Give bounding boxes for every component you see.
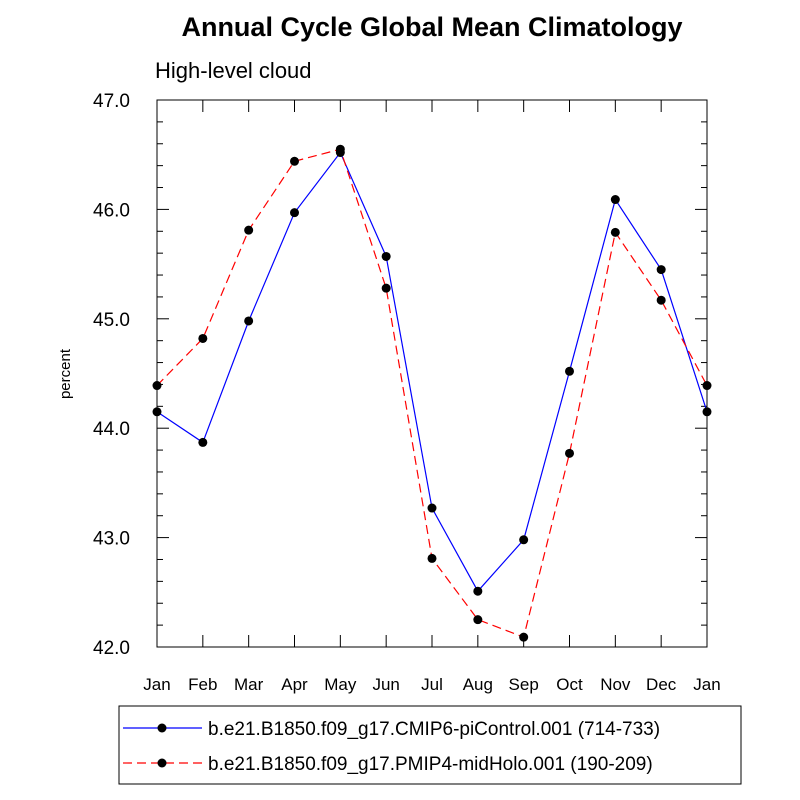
series-line-2 [156,148,708,638]
data-point-series-1 [244,316,254,326]
x-tick-label: Jan [693,675,720,694]
y-tick-label: 47.0 [93,91,130,112]
x-tick-label: Dec [646,675,677,694]
data-point-series-1 [565,366,574,376]
data-point-series-2 [290,156,299,166]
data-point-series-1 [381,251,391,261]
data-point-series-2 [656,295,666,305]
data-point-series-1 [290,208,299,218]
y-tick-label: 45.0 [93,310,130,331]
data-point-series-2 [335,144,345,154]
legend-label-1: b.e21.B1850.f09_g17.CMIP6-piControl.001 … [208,719,660,740]
y-tick-label: 44.0 [93,419,130,440]
series-line-1 [156,151,708,593]
x-tick-label: Aug [463,675,493,694]
x-tick-label: Jan [143,675,170,694]
data-point-series-1 [473,586,483,596]
data-point-series-2 [427,553,437,563]
chart-subtitle: High-level cloud [155,58,312,83]
legend-box [118,705,742,785]
x-tick-label: May [324,675,357,694]
x-tick-label: Feb [188,675,217,694]
data-point-series-2 [473,615,483,625]
legend: b.e21.B1850.f09_g17.CMIP6-piControl.001 … [123,719,660,775]
x-tick-label: Mar [234,675,264,694]
plot-frame [156,99,708,648]
x-tick-label: Jun [372,675,399,694]
y-tick-label: 43.0 [93,529,130,550]
legend-label-2: b.e21.B1850.f09_g17.PMIP4-midHolo.001 (1… [208,754,653,775]
data-point-series-1 [610,195,620,205]
data-point-series-2 [519,632,529,642]
legend-marker-1 [157,723,167,733]
axis-ticks: 42.0 43.0 44.0 45.0 46.0 47.0 Jan Feb Mar Apr May J… [93,91,721,694]
x-tick-label: Jul [421,675,443,694]
data-point-series-2 [244,225,254,235]
x-tick-label: Apr [281,675,308,694]
data-point-series-2 [381,283,391,293]
x-tick-label: Nov [600,675,631,694]
data-point-series-2 [198,333,208,343]
data-point-series-1 [427,503,437,513]
y-tick-label: 46.0 [93,200,130,221]
x-tick-label: Sep [509,675,539,694]
data-point-series-2 [565,448,574,458]
x-tick-label: Oct [556,675,583,694]
y-axis-label: percent [57,348,74,399]
chart-title: Annual Cycle Global Mean Climatology [181,12,682,42]
data-point-series-1 [198,437,208,447]
data-point-series-1 [519,535,529,545]
series-layer [152,144,712,642]
data-point-series-2 [610,227,620,237]
data-point-series-1 [656,265,666,275]
legend-marker-2 [157,758,167,768]
y-tick-label: 42.0 [93,638,130,659]
